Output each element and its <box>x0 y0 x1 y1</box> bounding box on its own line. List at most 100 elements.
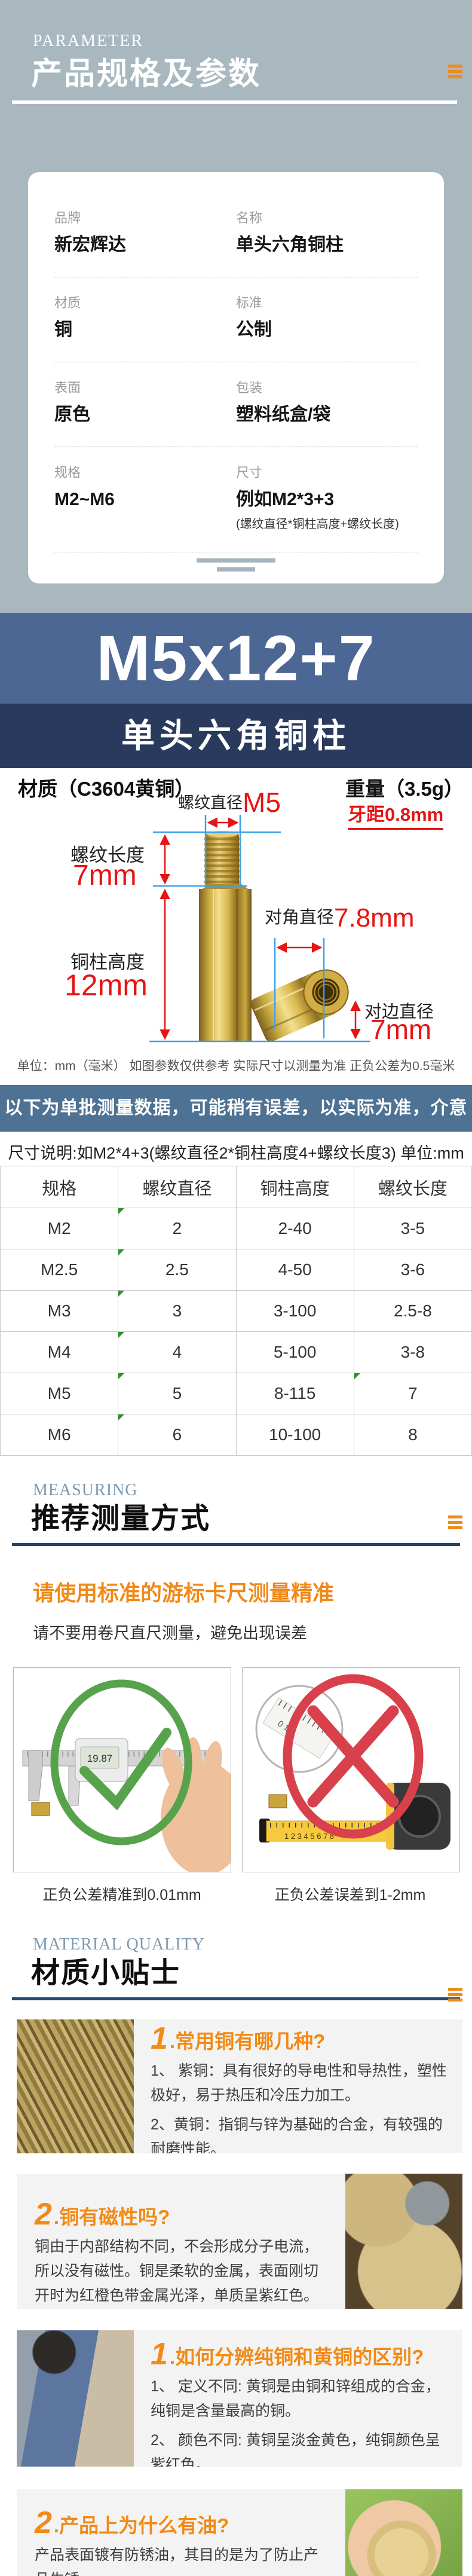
flat-diameter-value: 7mm <box>370 1014 432 1045</box>
measuring-section: MEASURING 推荐测量方式 请使用标准的游标卡尺测量精准 请不要用卷尺直尺… <box>0 1456 472 1928</box>
tip-line: 产品表面镀有防锈油，其目的是为了防止产品生锈 <box>35 2547 319 2576</box>
table-cell: 3-100 <box>235 1290 354 1332</box>
thread-length-label: 螺纹长度 <box>71 845 145 866</box>
material-quality-section: MATERIAL QUALITY 材质小贴士 1 .常用铜有哪几种? 1、 紫铜… <box>0 1928 472 2576</box>
tip-line: 铜由于内部结构不同，不会形成分子电流，所以没有磁性。铜是柔软的金属，表面刚切开时… <box>35 2238 319 2304</box>
spec-cell: 规格 M2~M6 <box>54 465 236 531</box>
table-cell: M2.5 <box>0 1249 119 1291</box>
spec-row: 材质 铜 标准 公制 <box>54 277 418 362</box>
menu-icon <box>448 65 462 81</box>
cell-flag-icon <box>118 1249 125 1255</box>
table-row: M2 2 2-40 3-5 <box>0 1208 472 1249</box>
tip-line: 1、 紫铜：具有很好的导电性和导热性，塑性极好，易于热压和冷压力加工。 <box>151 2062 447 2104</box>
spec-row: 规格 M2~M6 尺寸 例如M2*3+3 (螺纹直径*铜柱高度+螺纹长度) <box>54 447 418 552</box>
section-title-en: MEASURING <box>33 1481 138 1499</box>
section-title: 推荐测量方式 <box>31 1503 211 1535</box>
model-banner: M5x12+7 <box>0 613 472 704</box>
tip-block-pure-vs-brass: 1 .如何分辨纯铜和黄铜的区别? 1、 定义不同: 黄铜是由铜和锌组成的合金，纯… <box>17 2330 462 2467</box>
measuring-headline: 请使用标准的游标卡尺测量精准 <box>33 1581 335 1605</box>
spec-cell: 品牌 新宏辉达 <box>54 210 236 256</box>
tip-text: 2 .产品上为什么有油? 产品表面镀有防锈油，其目的是为了防止产品生锈 请放心适… <box>17 2489 345 2576</box>
spec-label: 表面 <box>54 380 81 395</box>
spec-value: 新宏辉达 <box>54 235 126 255</box>
parameter-section: PARAMETER 产品规格及参数 品牌 新宏辉达 名称 单头六角铜柱 材质 铜… <box>0 0 472 613</box>
thread-length-value: 7mm <box>73 860 137 891</box>
svg-text:19.87: 19.87 <box>87 1753 113 1764</box>
section-title-en: PARAMETER <box>33 32 144 50</box>
tip-heading: 1 .常用铜有哪几种? <box>151 2021 326 2056</box>
table-cell: 3-8 <box>353 1331 472 1373</box>
section-underline <box>12 1543 460 1546</box>
spec-card: 品牌 新宏辉达 名称 单头六角铜柱 材质 铜 标准 公制 表面 原色 <box>28 172 444 583</box>
spec-cell: 表面 原色 <box>54 380 236 426</box>
dimension-diagram: 材质（C3604黄铜） 重量（3.5g） 牙距0.8mm 螺纹直径 M5 螺纹长… <box>0 768 472 1085</box>
spec-cell: 材质 铜 <box>54 295 236 341</box>
check-icon <box>50 1679 192 1845</box>
spec-value: 铜 <box>54 320 72 340</box>
size-note: 尺寸说明:如M2*4+3(螺纹直径2*铜柱高度4+螺纹长度3) 单位:mm <box>8 1144 464 1162</box>
spec-row: 品牌 新宏辉达 名称 单头六角铜柱 <box>54 192 418 277</box>
spec-label: 名称 <box>236 210 263 225</box>
svg-text:1 2 3 4 5 6 7 8: 1 2 3 4 5 6 7 8 <box>284 1832 334 1841</box>
table-cell: 3-5 <box>353 1208 472 1249</box>
caliper-photo: 19.87 <box>13 1667 247 1875</box>
spec-value: 塑料纸盒/袋 <box>236 405 331 425</box>
section-title-en: MATERIAL QUALITY <box>33 1935 205 1954</box>
brass-parts-bowls-photo <box>345 2174 462 2309</box>
spec-label: 品牌 <box>54 210 81 225</box>
table-row: M3 3 3-100 2.5-8 <box>0 1290 472 1332</box>
spec-value: 单头六角铜柱 <box>236 235 344 255</box>
spec-value: 公制 <box>236 320 272 340</box>
corner-diameter-label: 对角直径 7.8mm <box>265 903 415 933</box>
dimension-lines-blue <box>149 815 370 1043</box>
table-cell: M4 <box>0 1331 119 1373</box>
cell-flag-icon <box>118 1332 125 1338</box>
spec-label: 包装 <box>236 380 263 395</box>
tape-measure-photo: 0 1 2 1 2 3 4 5 6 7 8 <box>242 1667 460 1872</box>
table-row: M6 6 10-100 8 <box>0 1414 472 1456</box>
table-cell: 5-100 <box>235 1331 354 1373</box>
table-cell: 2 <box>118 1208 237 1249</box>
table-cell: 3-6 <box>353 1249 472 1291</box>
weight-label: 重量（3.5g） <box>345 778 464 800</box>
table-cell: 4-50 <box>235 1249 354 1291</box>
spec-label: 尺寸 <box>236 465 263 480</box>
tip-block-copper-types: 1 .常用铜有哪几种? 1、 紫铜：具有很好的导电性和导热性，塑性极好，易于热压… <box>17 2019 462 2153</box>
spec-value: 例如M2*3+3 <box>236 490 335 510</box>
column-header: 螺纹直径 <box>118 1166 237 1208</box>
caption-right: 正负公差误差到1-2mm <box>274 1887 426 1903</box>
spec-cell: 尺寸 例如M2*3+3 (螺纹直径*铜柱高度+螺纹长度) <box>236 465 418 531</box>
table-header-row: 规格 螺纹直径 铜柱高度 螺纹长度 <box>0 1166 472 1208</box>
section-underline <box>12 1997 460 2000</box>
tip-heading: 2 .产品上为什么有油? <box>35 2505 229 2540</box>
body-height-label: 铜柱高度 <box>71 952 145 973</box>
table-cell: 6 <box>118 1414 237 1456</box>
table-cell: 3 <box>118 1290 237 1332</box>
brass-rods-photo <box>17 2019 134 2153</box>
table-cell: 5 <box>118 1373 237 1414</box>
flat-diameter-label: 对边直径 <box>364 1003 434 1022</box>
tip-block-magnetism: 2 .铜有磁性吗? 铜由于内部结构不同，不会形成分子电流，所以没有磁性。铜是柔软… <box>17 2174 462 2309</box>
table-cell: 2-40 <box>235 1208 354 1249</box>
cell-flag-icon <box>118 1414 125 1420</box>
hand-illustration <box>161 1737 247 1875</box>
spec-value: 原色 <box>54 405 90 425</box>
section-title: 材质小贴士 <box>31 1957 181 1989</box>
tip-line: 2、 颜色不同: 黄铜呈淡金黄色，纯铜颜色呈紫红色。 <box>151 2432 440 2467</box>
title-underline <box>12 100 457 104</box>
menu-icon <box>448 1515 462 1532</box>
table-cell: M5 <box>0 1373 119 1414</box>
pitch-label: 牙距0.8mm <box>348 799 444 830</box>
table-cell: 8 <box>353 1414 472 1456</box>
spec-label: 标准 <box>236 295 263 310</box>
spec-value-note: (螺纹直径*铜柱高度+螺纹长度) <box>236 517 399 531</box>
thread-diameter-label: 螺纹直径 M5 <box>178 787 281 818</box>
cell-flag-icon <box>118 1291 125 1297</box>
tip-text: 2 .铜有磁性吗? 铜由于内部结构不同，不会形成分子电流，所以没有磁性。铜是柔软… <box>17 2174 345 2309</box>
cell-flag-icon <box>118 1373 125 1379</box>
table-cell: M6 <box>0 1414 119 1456</box>
spec-cell: 标准 公制 <box>236 295 418 341</box>
tip-heading: 1 .如何分辨纯铜和黄铜的区别? <box>151 2337 424 2372</box>
size-table: 规格 螺纹直径 铜柱高度 螺纹长度 M2 2 2-40 3-5 M2.5 2.5… <box>0 1166 472 1456</box>
table-cell: 10-100 <box>235 1414 354 1456</box>
